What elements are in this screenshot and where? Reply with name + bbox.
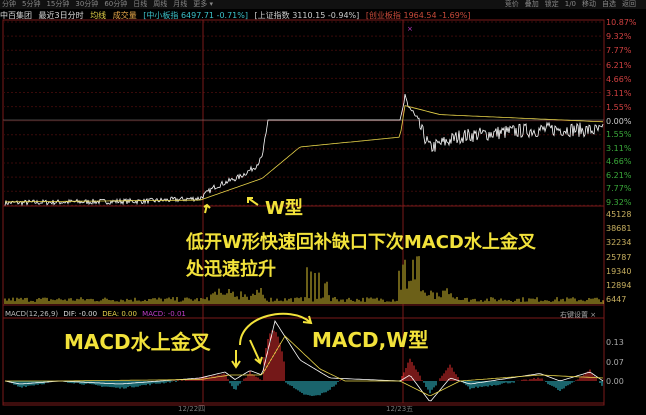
right-click-settings[interactable]: 右键设置 × <box>560 311 597 319</box>
menu-left-item[interactable]: 日线 <box>133 0 148 8</box>
menu-left-item[interactable]: 周线 <box>153 0 168 8</box>
price-axis-label: 3.11% <box>606 89 632 98</box>
price-axis-label: 1.55% <box>606 103 632 113</box>
arrow-icon <box>203 203 211 214</box>
annotation-line1: 低开W形快速回补缺口下次MACD水上金叉 <box>186 232 536 253</box>
macd-title: MACD(12,26,9) <box>5 310 59 318</box>
marker-icon: × <box>407 25 413 33</box>
period-menubar: 分钟 5分钟 15分钟 30分钟 60分钟 日线 周线 月线 更多 ▾ 竞价 叠加 锁定 1/0 移动 自选… <box>0 0 646 9</box>
price-axis-label: 4.66% <box>606 74 632 84</box>
menu-left-item[interactable]: 5分钟 <box>22 0 41 8</box>
chart-frame <box>2 19 605 406</box>
macd-axis-label: 0.00 <box>606 377 624 386</box>
index-sme[interactable]: [中小板指 6497.71 -0.71%] <box>143 11 248 20</box>
arrow-icon <box>231 350 241 369</box>
menu-right-item[interactable]: 自选 <box>602 0 616 8</box>
menu-left-item[interactable]: 分钟 <box>2 0 16 8</box>
macd-dif: DIF: -0.00 <box>63 310 98 318</box>
menu-left-item[interactable]: 15分钟 <box>46 0 70 8</box>
arrow-icon <box>239 312 313 346</box>
menu-right-item[interactable]: 1/0 <box>564 0 576 8</box>
period-label: 最近3日分时 <box>38 11 84 20</box>
menu-right-item[interactable]: 锁定 <box>544 0 559 8</box>
macd-header: MACD(12,26,9) DIF: -0.00 DEA: 0.00 MACD:… <box>5 310 189 318</box>
chart-header: 中百集团 最近3日分时 均线 成交量 [中小板指 6497.71 -0.71%]… <box>0 10 475 21</box>
annotation-macd-cross: MACD水上金叉 <box>64 330 211 354</box>
price-line <box>4 94 604 207</box>
menu-left-item[interactable]: 更多 ▾ <box>193 0 213 8</box>
menu-right-item[interactable]: 返回 <box>622 0 636 8</box>
price-axis-label: 3.11% <box>606 143 632 153</box>
price-axis-label: 10.87% <box>606 18 637 27</box>
price-axis-label: 9.32% <box>606 32 632 42</box>
price-axis-label: 1.55% <box>606 130 632 139</box>
price-axis-label: 7.77% <box>606 184 632 194</box>
date-label: 12/23五 <box>386 405 414 413</box>
annotation-line2: 处迅速拉升 <box>186 259 276 280</box>
volume-axis-label: 45128 <box>606 210 632 219</box>
stock-name: 中百集团 <box>0 11 32 20</box>
price-axis-label: 9.32% <box>606 198 632 207</box>
arrow-icon <box>247 197 259 206</box>
price-axis-label: 6.21% <box>606 170 632 180</box>
index-shanghai[interactable]: [上证指数 3110.15 -0.94%] <box>254 11 360 20</box>
macd-value: MACD: -0.01 <box>142 310 186 318</box>
menu-right-item[interactable]: 叠加 <box>524 0 539 8</box>
macd-dea-line <box>5 335 604 396</box>
arrow-icon <box>249 339 263 365</box>
price-axis-label: 0.00% <box>606 117 632 126</box>
macd-dea: DEA: 0.00 <box>102 310 137 318</box>
menu-right-item[interactable]: 移动 <box>582 0 596 8</box>
macd-axis-label: 0.07 <box>606 357 624 367</box>
volume-label: 成交量 <box>112 11 137 20</box>
volume-axis-label: 38681 <box>606 224 632 234</box>
price-axis-label: 6.21% <box>606 60 632 70</box>
menu-left-item[interactable]: 月线 <box>173 0 188 8</box>
volume-axis-label: 25787 <box>606 252 632 262</box>
volume-axis-label: 12894 <box>606 281 632 290</box>
menu-left-item[interactable]: 30分钟 <box>75 0 99 8</box>
price-axis-label: 7.77% <box>606 46 632 56</box>
menu-right-item[interactable]: 竞价 <box>504 0 519 8</box>
menu-left-item[interactable]: 60分钟 <box>104 0 128 8</box>
average-price-line <box>5 105 604 203</box>
macd-axis-label: 0.13 <box>606 338 624 347</box>
volume-axis-label: 32234 <box>606 238 632 248</box>
annotation-macd-w: MACD,W型 <box>312 328 429 352</box>
volume-axis-label: 6447 <box>606 295 627 305</box>
annotation-w-shape: W型 <box>265 198 303 219</box>
macd-dif-line <box>4 319 604 402</box>
date-label: 12/22四 <box>178 405 206 413</box>
volume-axis-label: 19340 <box>606 266 632 276</box>
index-chinext[interactable]: [创业板指 1964.54 -1.69%] <box>365 11 471 20</box>
avg-line-label: 均线 <box>90 11 107 20</box>
price-axis-label: 4.66% <box>606 157 632 167</box>
